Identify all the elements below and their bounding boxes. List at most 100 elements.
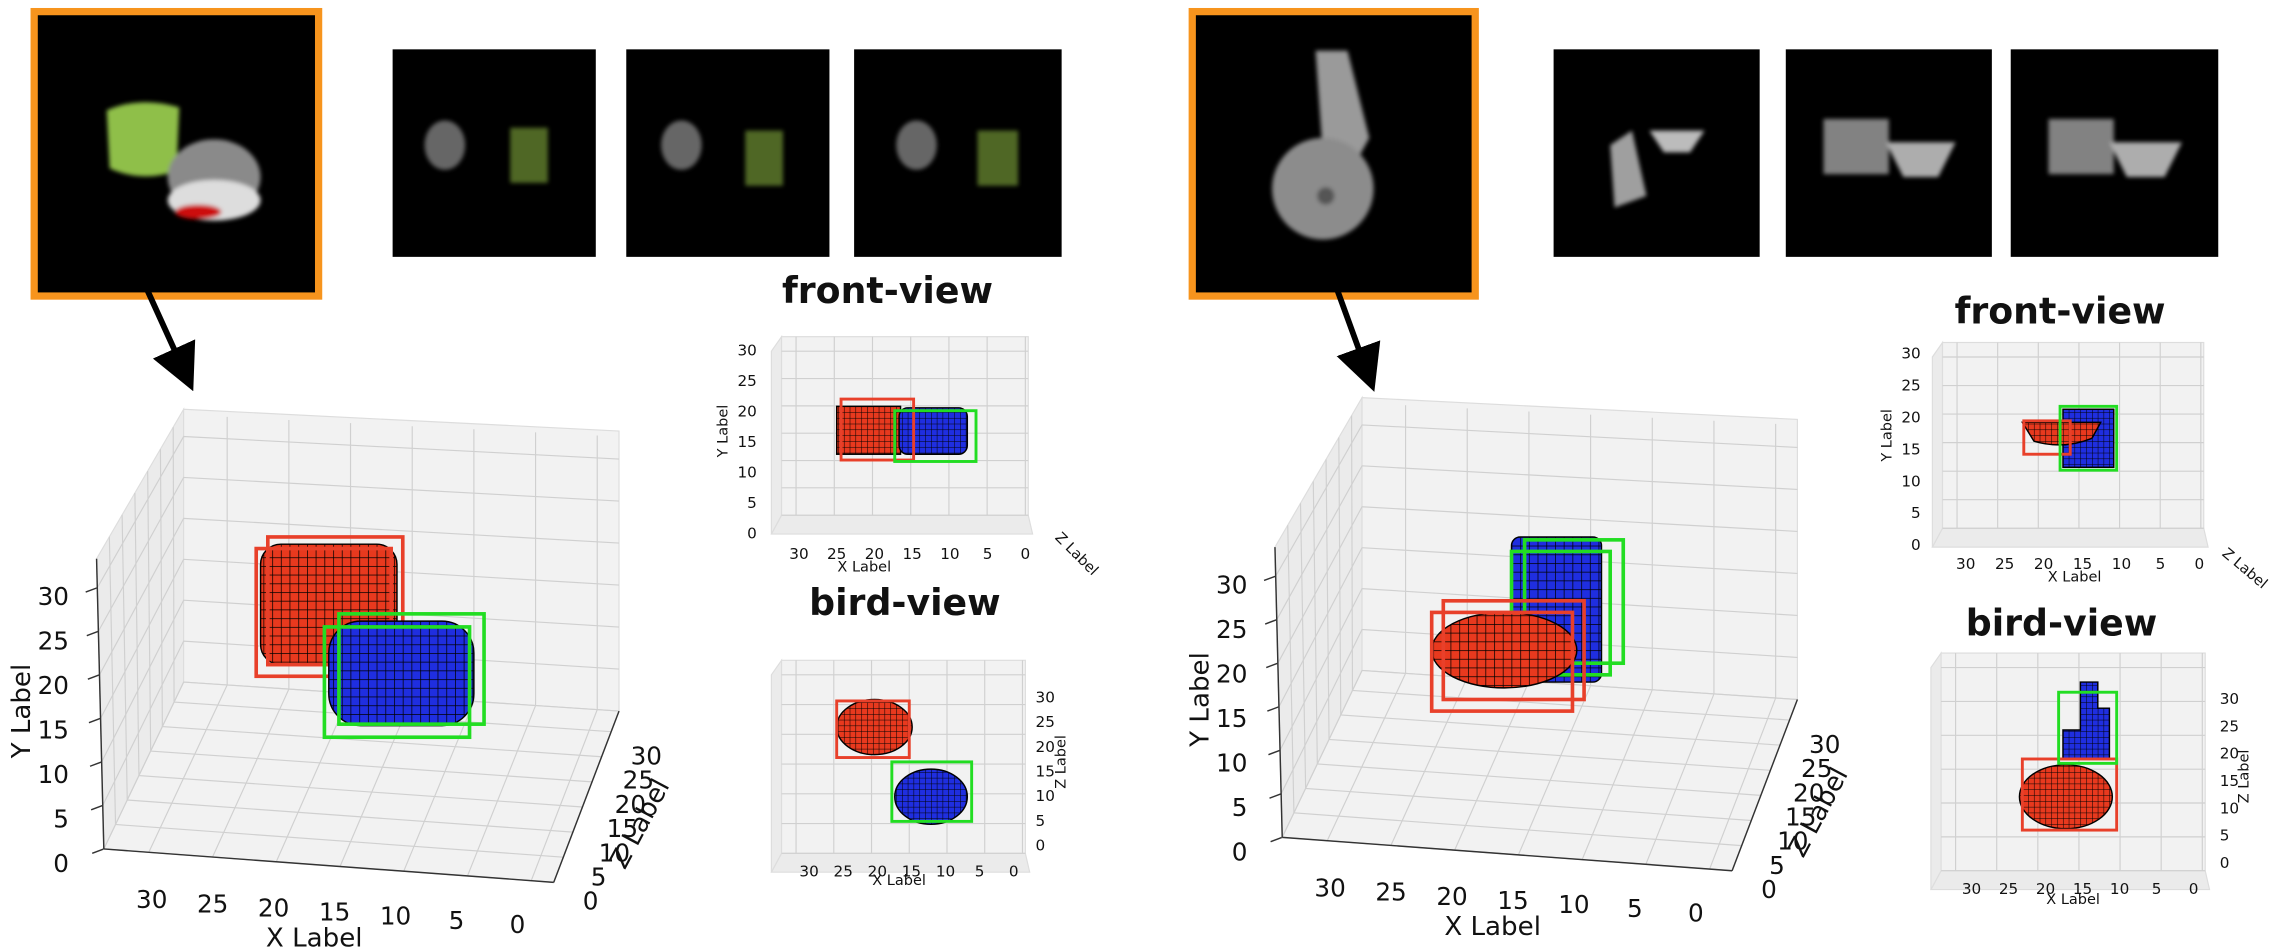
tick-label: 5 — [591, 862, 607, 891]
axis-label: Y Label — [7, 664, 37, 760]
tick-label: 15 — [2073, 880, 2092, 898]
view-title: bird-view — [1966, 601, 2157, 644]
tick-label: 20 — [38, 671, 69, 700]
tick-label: 15 — [1497, 886, 1528, 915]
bird-view-plot: bird-view 0 5 10 15 20 25 30 30 25 20 15 10 5 0 X Label… — [1929, 601, 2252, 908]
tick-label: 10 — [599, 838, 630, 867]
grid-line — [134, 492, 583, 808]
tick-label: 10 — [38, 760, 69, 789]
tick-label: 30 — [789, 545, 808, 563]
tick-label: 30 — [799, 863, 818, 881]
tick-label: 30 — [136, 885, 167, 914]
tick-label: 25 — [1375, 878, 1406, 907]
tick-label: 0 — [1232, 837, 1248, 866]
floor — [770, 514, 1034, 535]
input-images — [1188, 7, 2219, 392]
tick-label: 20 — [1436, 882, 1467, 911]
bounding-box — [839, 397, 916, 462]
bounding-box — [890, 760, 974, 823]
front-view-plot: front-view 0 5 10 15 20 25 30 30 25 20 15 10 5 0 X Labe… — [1879, 289, 2270, 592]
bounding-box — [337, 612, 486, 726]
tick-label: 5 — [1769, 851, 1785, 880]
tick-label: 10 — [940, 545, 959, 563]
tick-label: 25 — [834, 863, 853, 881]
tick-label: 15 — [738, 433, 757, 451]
view-title: bird-view — [809, 581, 1000, 624]
tick-mark — [91, 848, 105, 854]
tick-label: 5 — [1627, 894, 1643, 923]
voxel-object — [2018, 764, 2114, 830]
voxel-object — [835, 698, 913, 756]
tick-label: 20 — [1036, 738, 1055, 756]
bounding-box — [1441, 598, 1586, 702]
tick-label: 25 — [1995, 555, 2014, 573]
tick-label: 15 — [902, 863, 921, 881]
voxel-object — [898, 407, 969, 455]
tick-label: 15 — [38, 715, 69, 744]
tick-mark — [1266, 662, 1279, 669]
tick-label: 25 — [1216, 615, 1247, 644]
tick-label: 0 — [2220, 854, 2230, 872]
tick-label: 25 — [1901, 377, 1920, 395]
tick-label: 0 — [747, 525, 757, 543]
axis-label: Z Label — [1054, 735, 1070, 789]
tick-label: 25 — [1801, 754, 1832, 783]
tick-label: 15 — [1036, 763, 1055, 781]
axis-line — [553, 710, 620, 883]
axis-line — [1274, 547, 1283, 838]
grid-line — [1517, 414, 1592, 856]
tick-label: 30 — [738, 342, 757, 360]
tick-label: 10 — [2220, 799, 2239, 817]
tick-label: 15 — [1216, 704, 1247, 733]
tick-label: 10 — [1777, 827, 1808, 856]
bounding-box — [2058, 404, 2119, 472]
grid-line — [1326, 405, 1407, 841]
grid-line — [1645, 420, 1715, 865]
bounding-box — [893, 409, 978, 463]
axis-label: Z Label — [2236, 750, 2252, 804]
tick-label: 30 — [631, 742, 662, 771]
tick-label: 0 — [1761, 875, 1777, 904]
bounding-box — [2020, 757, 2119, 832]
tick-label: 20 — [258, 893, 289, 922]
axis-label: X Label — [266, 923, 363, 952]
tick-mark — [85, 587, 98, 593]
tick-label: 30 — [1901, 345, 1920, 363]
tick-label: 20 — [1216, 659, 1247, 688]
tick-label: 25 — [1036, 713, 1055, 731]
tick-label: 30 — [1962, 880, 1981, 898]
tick-label: 25 — [738, 372, 757, 390]
tick-label: 0 — [1036, 837, 1046, 855]
bounding-box — [2057, 690, 2119, 765]
tick-label: 5 — [1036, 812, 1046, 830]
tick-label: 5 — [449, 906, 465, 935]
tick-label: 20 — [2220, 745, 2239, 763]
tick-mark — [88, 717, 101, 724]
bounding-box — [835, 699, 911, 759]
tick-label: 30 — [1809, 730, 1840, 759]
tick-label: 20 — [738, 403, 757, 421]
front-view-plot: front-view 0 5 10 15 20 25 30 30 25 20 15 10 5 0 X Labe… — [716, 269, 1101, 579]
axis-label: Z Label — [1052, 530, 1101, 579]
tick-label: 25 — [1999, 880, 2018, 898]
voxel-object — [894, 768, 969, 826]
side-wall — [770, 334, 783, 535]
grid-line — [121, 514, 573, 833]
tick-label: 20 — [1901, 408, 1920, 426]
tick-label: 10 — [1558, 890, 1589, 919]
tick-label: 25 — [827, 545, 846, 563]
tick-label: 20 — [2034, 555, 2053, 573]
bounding-box — [1429, 610, 1575, 713]
tick-label: 5 — [2152, 880, 2162, 898]
tick-label: 20 — [615, 790, 646, 819]
tick-mark — [1263, 575, 1276, 582]
grid-line — [1312, 481, 1761, 796]
grid-line — [1325, 459, 1771, 771]
tick-mark — [1270, 836, 1283, 843]
grid-line — [466, 432, 537, 877]
tick-label: 20 — [865, 545, 884, 563]
axis-label: X Label — [837, 559, 891, 575]
